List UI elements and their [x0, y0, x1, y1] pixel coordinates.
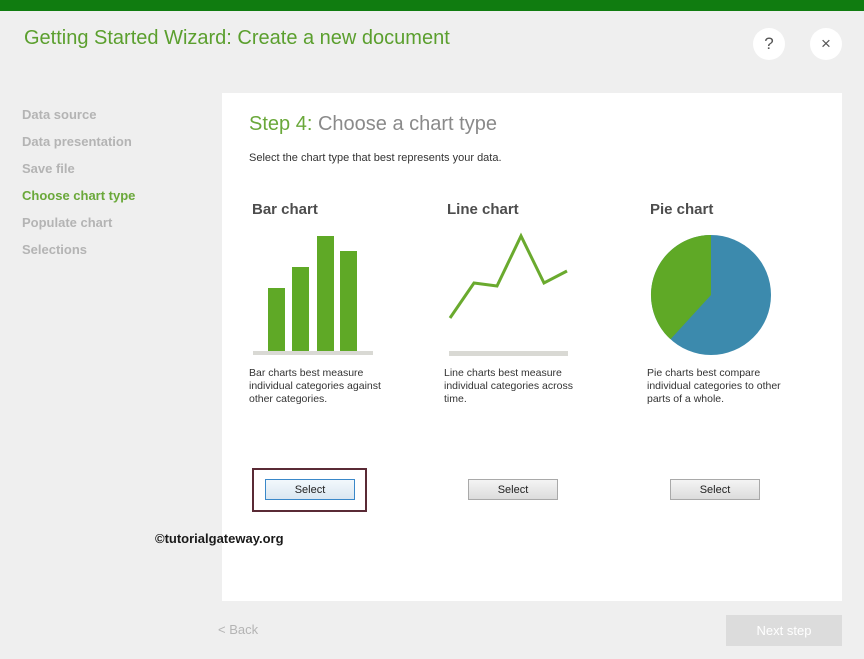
bar-chart-title: Bar chart	[252, 201, 318, 218]
bar-chart-description: Bar charts best measure individual categ…	[249, 367, 381, 405]
pie-chart-title: Pie chart	[650, 201, 714, 218]
step-number: Step 4:	[249, 113, 313, 135]
select-pie-chart-button[interactable]: Select	[670, 479, 760, 500]
step-title: Step 4: Choose a chart type	[249, 113, 497, 136]
bar-chart-icon-bar-4	[340, 251, 357, 352]
bar-chart-icon-bar-2	[292, 267, 309, 352]
select-bar-chart-button[interactable]: Select	[265, 479, 355, 500]
selection-highlight-box	[252, 468, 367, 512]
window-top-bar	[0, 0, 864, 11]
nav-item-choose-chart-type[interactable]: Choose chart type	[22, 188, 136, 203]
line-chart-option: Line chart Line charts best measure indi…	[444, 201, 594, 405]
nav-item-data-source[interactable]: Data source	[22, 107, 97, 122]
pie-chart-icon-green-slice	[650, 234, 711, 340]
line-chart-icon-line	[448, 232, 568, 319]
pie-chart-option: Pie chart Pie charts best compare indivi…	[647, 201, 797, 405]
pie-chart-description: Pie charts best compare individual categ…	[647, 367, 781, 405]
line-chart-description: Line charts best measure individual cate…	[444, 367, 573, 405]
select-line-chart-button[interactable]: Select	[468, 479, 558, 500]
bar-chart-icon-bar-1	[268, 288, 285, 352]
line-chart-icon-baseline	[449, 351, 568, 356]
bar-chart-icon-baseline	[253, 351, 373, 355]
nav-item-populate-chart[interactable]: Populate chart	[22, 215, 113, 230]
nav-item-selections[interactable]: Selections	[22, 242, 88, 257]
bar-chart-icon-bar-3	[317, 236, 334, 352]
next-step-button[interactable]: Next step	[726, 615, 842, 646]
close-icon: ×	[821, 34, 831, 53]
bar-chart-option: Bar chart Bar charts best measure indivi…	[249, 201, 399, 405]
pie-chart-icon	[650, 234, 771, 355]
help-icon: ?	[764, 34, 774, 53]
wizard-title: Getting Started Wizard: Create a new doc…	[24, 27, 450, 49]
line-chart-icon	[448, 232, 568, 356]
line-chart-title: Line chart	[447, 201, 519, 218]
nav-item-data-presentation[interactable]: Data presentation	[22, 134, 132, 149]
close-button[interactable]: ×	[810, 28, 842, 60]
bar-chart-icon	[253, 236, 373, 355]
nav-item-save-file[interactable]: Save file	[22, 161, 75, 176]
help-button[interactable]: ?	[753, 28, 785, 60]
step-instructions: Select the chart type that best represen…	[249, 152, 502, 164]
watermark-text: ©tutorialgateway.org	[155, 531, 284, 546]
step-heading: Choose a chart type	[317, 113, 497, 135]
wizard-content-panel: Step 4: Choose a chart type Select the c…	[222, 93, 842, 601]
back-button[interactable]: < Back	[218, 622, 259, 637]
wizard-steps-nav: Data source Data presentation Save file …	[22, 107, 135, 269]
